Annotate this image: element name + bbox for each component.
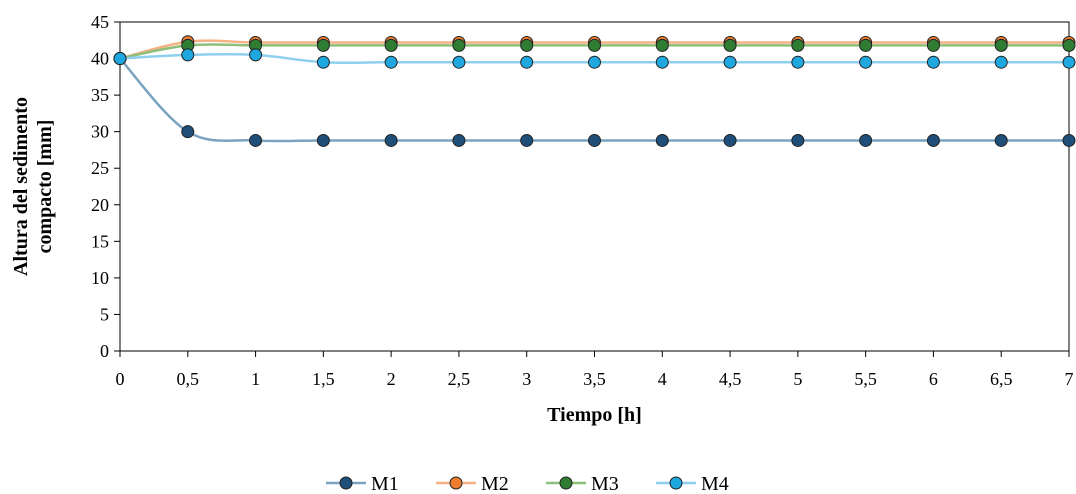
legend-marker-m2	[449, 476, 463, 490]
data-point-m1	[655, 133, 669, 147]
x-tick-label: 3	[522, 369, 531, 389]
x-tick-label: 3,5	[583, 369, 606, 389]
x-tick-label: 1	[251, 369, 260, 389]
y-axis-tick-labels: 0 5 10 15 20 25 30 35 40 45	[91, 12, 109, 361]
data-point-m3	[384, 38, 398, 52]
data-point-m4	[791, 55, 805, 69]
data-point-m1	[384, 133, 398, 147]
data-point-m1	[249, 133, 263, 147]
x-tick-label: 5	[793, 369, 802, 389]
data-point-m3	[655, 38, 669, 52]
x-axis-tick-labels: 0 0,5 1 1,5 2 2,5 3 3,5 4 4,5 5 5,5 6 6,5 7	[116, 369, 1074, 389]
data-point-m1	[520, 133, 534, 147]
data-point-m1	[723, 133, 737, 147]
legend-label-m2: M2	[481, 473, 509, 494]
data-point-m4	[520, 55, 534, 69]
y-tick-label: 30	[91, 122, 109, 142]
data-point-m3	[926, 38, 940, 52]
data-point-m4	[926, 55, 940, 69]
x-tick-label: 7	[1065, 369, 1074, 389]
y-axis-title: Altura del sedimento compacto [mm]	[10, 97, 56, 276]
data-point-m1	[316, 133, 330, 147]
data-point-m4	[316, 55, 330, 69]
data-point-m4	[181, 48, 195, 62]
legend-label-m4: M4	[701, 473, 729, 494]
y-tick-label: 10	[91, 268, 109, 288]
x-tick-label: 4	[658, 369, 667, 389]
data-point-m4	[588, 55, 601, 69]
y-tick-label: 25	[91, 158, 109, 178]
data-point-m1	[791, 133, 805, 147]
y-tick-label: 40	[91, 49, 109, 69]
data-point-m3	[859, 38, 873, 52]
data-point-m3	[452, 38, 466, 52]
y-tick-label: 5	[100, 304, 109, 324]
data-point-m4	[655, 55, 669, 69]
y-tick-label: 15	[91, 231, 109, 251]
data-point-m3	[994, 38, 1008, 52]
series-markers	[113, 35, 1076, 147]
x-tick-label: 0	[116, 369, 125, 389]
data-point-m4	[384, 55, 398, 69]
x-tick-label: 6,5	[990, 369, 1013, 389]
legend-label-m1: M1	[371, 473, 399, 494]
data-point-m3	[520, 38, 534, 52]
data-point-m1	[1062, 133, 1076, 147]
x-tick-label: 5,5	[854, 369, 877, 389]
plot-area-border	[119, 21, 1070, 352]
y-axis-title-line: Altura del sedimento	[10, 97, 32, 276]
axes	[114, 21, 1070, 357]
y-tick-label: 35	[91, 85, 109, 105]
data-point-m3	[1062, 38, 1076, 52]
data-point-m3	[723, 38, 737, 52]
data-point-m1	[452, 133, 466, 147]
data-point-m4	[994, 55, 1008, 69]
x-tick-label: 0,5	[177, 369, 200, 389]
data-point-m4	[249, 48, 263, 62]
data-point-m4	[859, 55, 873, 69]
legend-label-m3: M3	[591, 473, 619, 494]
legend-marker-m1	[339, 476, 353, 490]
data-point-m3	[316, 38, 330, 52]
x-tick-label: 2	[387, 369, 396, 389]
x-tick-label: 6	[929, 369, 938, 389]
y-axis-title-line: compacto [mm]	[34, 120, 56, 254]
legend: M1 M2 M3 M4	[326, 473, 729, 494]
series-line-m1	[119, 57, 1069, 143]
data-point-m1	[859, 133, 873, 147]
y-tick-label: 0	[100, 341, 109, 361]
x-tick-label: 4,5	[719, 369, 742, 389]
x-tick-label: 1,5	[312, 369, 335, 389]
data-point-m1	[994, 133, 1008, 147]
data-point-m4	[723, 55, 737, 69]
data-point-m3	[791, 38, 805, 52]
x-axis-title: Tiempo [h]	[547, 404, 642, 426]
data-point-m4	[452, 55, 466, 69]
x-tick-label: 2,5	[448, 369, 471, 389]
data-point-m4	[113, 52, 127, 66]
y-tick-label: 45	[91, 12, 109, 32]
data-point-m4	[1062, 55, 1076, 69]
data-point-m1	[181, 125, 195, 139]
y-tick-label: 20	[91, 195, 109, 215]
data-point-m3	[588, 38, 601, 52]
data-point-m1	[926, 133, 940, 147]
legend-marker-m4	[669, 476, 683, 490]
data-point-m1	[588, 133, 601, 147]
legend-marker-m3	[559, 476, 573, 490]
